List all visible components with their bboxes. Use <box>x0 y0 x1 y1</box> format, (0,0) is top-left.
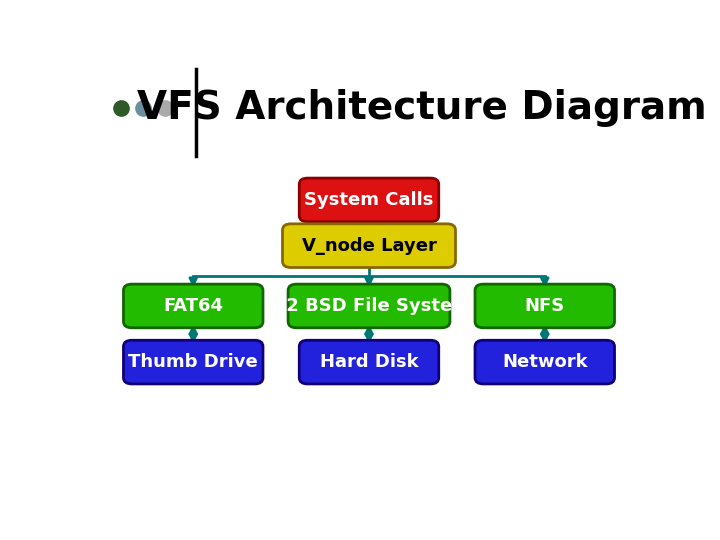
Text: FAT64: FAT64 <box>163 297 223 315</box>
FancyBboxPatch shape <box>475 340 615 384</box>
Text: NFS: NFS <box>525 297 565 315</box>
FancyBboxPatch shape <box>300 340 438 384</box>
Text: Hard Disk: Hard Disk <box>320 353 418 371</box>
FancyBboxPatch shape <box>124 284 263 328</box>
FancyBboxPatch shape <box>124 340 263 384</box>
FancyBboxPatch shape <box>288 284 450 328</box>
Text: VFS Architecture Diagram: VFS Architecture Diagram <box>137 90 707 127</box>
Text: Thumb Drive: Thumb Drive <box>128 353 258 371</box>
FancyBboxPatch shape <box>300 178 438 222</box>
Text: 4.2 BSD File System: 4.2 BSD File System <box>267 297 471 315</box>
Text: V_node Layer: V_node Layer <box>302 237 436 255</box>
FancyBboxPatch shape <box>475 284 615 328</box>
FancyBboxPatch shape <box>282 224 456 267</box>
Text: Network: Network <box>502 353 588 371</box>
Text: System Calls: System Calls <box>305 191 433 209</box>
